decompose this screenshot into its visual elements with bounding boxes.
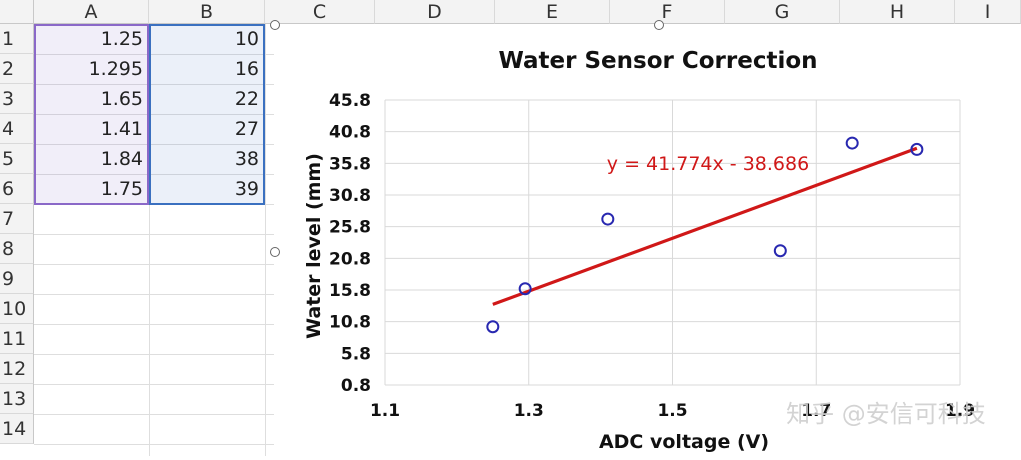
y-tick-label: 35.8 xyxy=(329,154,371,174)
x-tick-label: 1.5 xyxy=(657,401,687,421)
cell-a2[interactable]: 1.295 xyxy=(88,58,143,80)
x-axis-label: ADC voltage (V) xyxy=(599,431,769,453)
y-tick-label: 15.8 xyxy=(329,281,371,301)
row-header-2[interactable]: 2 xyxy=(0,54,34,84)
y-tick-label: 25.8 xyxy=(329,218,371,238)
cell-a5[interactable]: 1.84 xyxy=(100,148,143,170)
y-tick-label: 45.8 xyxy=(329,91,371,111)
y-axis-label: Water level (mm) xyxy=(303,153,325,339)
data-point[interactable] xyxy=(601,212,615,226)
row-header-10[interactable]: 10 xyxy=(0,294,34,324)
y-tick-label: 10.8 xyxy=(329,313,371,333)
x-tick-label: 1.1 xyxy=(370,401,400,421)
y-tick-label: 30.8 xyxy=(329,186,371,206)
grid-hline xyxy=(34,294,274,295)
x-tick-label: 1.9 xyxy=(945,401,975,421)
plot-gridlines xyxy=(384,99,961,386)
grid-hline xyxy=(34,234,274,235)
grid-hline xyxy=(34,144,274,145)
column-header-f[interactable]: F xyxy=(610,0,725,24)
chart-resize-handle-top[interactable] xyxy=(654,20,664,30)
grid-vline xyxy=(149,24,150,456)
x-axis-ticks: 1.1 1.3 1.5 1.7 1.9 xyxy=(370,401,975,421)
column-header-a[interactable]: A xyxy=(34,0,149,24)
column-header-b[interactable]: B xyxy=(149,0,265,24)
column-header-i[interactable]: I xyxy=(955,0,1021,24)
row-header-4[interactable]: 4 xyxy=(0,114,34,144)
y-tick-label: 20.8 xyxy=(329,249,371,269)
row-header-14[interactable]: 14 xyxy=(0,414,34,444)
grid-hline xyxy=(34,324,274,325)
cell-b6[interactable]: 39 xyxy=(234,178,259,200)
data-point[interactable] xyxy=(773,244,787,258)
cell-a1[interactable]: 1.25 xyxy=(100,28,143,50)
cell-b5[interactable]: 38 xyxy=(234,148,259,170)
watermark: 知乎 @安信可科技 xyxy=(786,400,986,428)
selection-range-b[interactable] xyxy=(149,24,265,205)
chart-object[interactable]: Water Sensor Correction 0.8 5.8 10.8 15.8 20… xyxy=(274,24,1021,456)
y-axis-ticks: 0.8 5.8 10.8 15.8 20.8 25.8 30.8 35.8 40.8 45.8 xyxy=(329,91,371,396)
grid-hline xyxy=(34,84,274,85)
row-header-5[interactable]: 5 xyxy=(0,144,34,174)
cell-a3[interactable]: 1.65 xyxy=(100,88,143,110)
row-header-9[interactable]: 9 xyxy=(0,264,34,294)
grid-hline xyxy=(34,264,274,265)
grid-vline xyxy=(265,24,266,456)
cell-b2[interactable]: 16 xyxy=(234,58,259,80)
cell-b3[interactable]: 22 xyxy=(234,88,259,110)
data-point[interactable] xyxy=(910,142,924,156)
select-all-corner[interactable] xyxy=(0,0,34,24)
selection-range-a[interactable] xyxy=(34,24,149,205)
chart-title: Water Sensor Correction xyxy=(498,48,817,74)
column-header-c[interactable]: C xyxy=(265,0,375,24)
data-points xyxy=(486,136,924,334)
row-header-7[interactable]: 7 xyxy=(0,204,34,234)
y-tick-label: 5.8 xyxy=(341,344,371,364)
row-header-12[interactable]: 12 xyxy=(0,354,34,384)
x-tick-label: 1.3 xyxy=(514,401,544,421)
column-header-d[interactable]: D xyxy=(375,0,495,24)
data-point[interactable] xyxy=(845,136,859,150)
cell-a6[interactable]: 1.75 xyxy=(100,178,143,200)
data-point[interactable] xyxy=(518,282,532,296)
cell-a4[interactable]: 1.41 xyxy=(100,118,143,140)
row-header-13[interactable]: 13 xyxy=(0,384,34,414)
grid-hline xyxy=(34,354,274,355)
grid-hline xyxy=(34,414,274,415)
grid-hline xyxy=(34,174,274,175)
y-tick-label: 40.8 xyxy=(329,123,371,143)
column-header-e[interactable]: E xyxy=(495,0,610,24)
row-header-11[interactable]: 11 xyxy=(0,324,34,354)
row-header-6[interactable]: 6 xyxy=(0,174,34,204)
scatter-chart: Water Sensor Correction 0.8 5.8 10.8 15.8 20… xyxy=(303,48,986,453)
data-point[interactable] xyxy=(486,320,500,334)
trendline-equation[interactable]: y = 41.774x - 38.686 xyxy=(607,153,809,175)
chart-resize-handle-left[interactable] xyxy=(270,247,280,257)
grid-hline xyxy=(34,54,274,55)
row-header-1[interactable]: 1 xyxy=(0,24,34,54)
grid-hline xyxy=(34,444,274,445)
grid-hline xyxy=(34,114,274,115)
cell-b4[interactable]: 27 xyxy=(234,118,259,140)
grid-hline xyxy=(34,384,274,385)
column-header-h[interactable]: H xyxy=(840,0,955,24)
chart-resize-handle-topleft[interactable] xyxy=(270,20,280,30)
column-header-g[interactable]: G xyxy=(725,0,840,24)
cell-b1[interactable]: 10 xyxy=(234,28,259,50)
row-header-3[interactable]: 3 xyxy=(0,84,34,114)
x-tick-label: 1.7 xyxy=(801,401,831,421)
trendline[interactable] xyxy=(492,146,918,306)
y-tick-label: 0.8 xyxy=(341,376,371,396)
row-header-8[interactable]: 8 xyxy=(0,234,34,264)
